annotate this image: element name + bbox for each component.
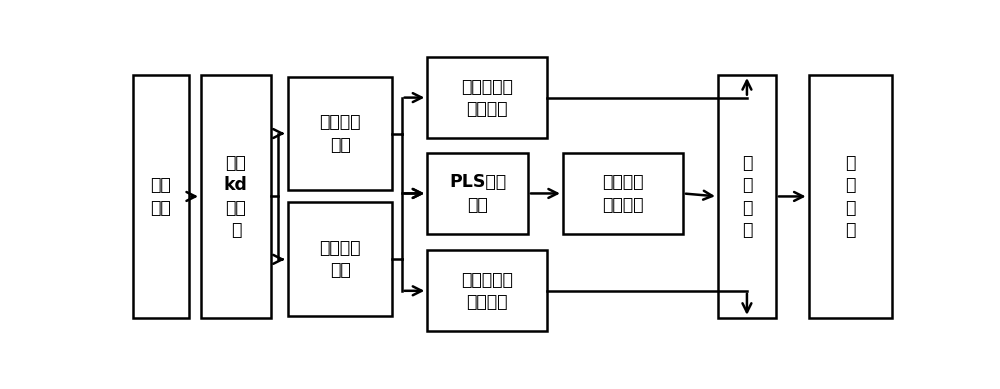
Text: 创建
kd
树索
引: 创建 kd 树索 引 [224, 154, 248, 239]
Bar [809, 75, 892, 318]
Bar [133, 75, 189, 318]
Text: 叶子节点
构网: 叶子节点 构网 [319, 114, 361, 154]
Text: 重叠区域
网格重构: 重叠区域 网格重构 [602, 173, 644, 214]
Bar [201, 75, 271, 318]
Text: 叶子节点
构网: 叶子节点 构网 [319, 239, 361, 279]
Bar [288, 202, 392, 316]
Bar [288, 77, 392, 191]
Text: 网
格
输
出: 网 格 输 出 [845, 154, 856, 239]
Text: PLS约束
创建: PLS约束 创建 [449, 173, 506, 214]
Bar [563, 153, 683, 234]
Bar [427, 153, 528, 234]
Text: 网
格
拼
接: 网 格 拼 接 [742, 154, 752, 239]
Text: 非重叠区域
网格输出: 非重叠区域 网格输出 [461, 271, 513, 311]
Bar [427, 57, 547, 138]
Text: 输入
数据: 输入 数据 [150, 176, 171, 217]
Bar [718, 75, 776, 318]
Text: 非重叠区域
网格输出: 非重叠区域 网格输出 [461, 77, 513, 118]
Bar [427, 251, 547, 331]
